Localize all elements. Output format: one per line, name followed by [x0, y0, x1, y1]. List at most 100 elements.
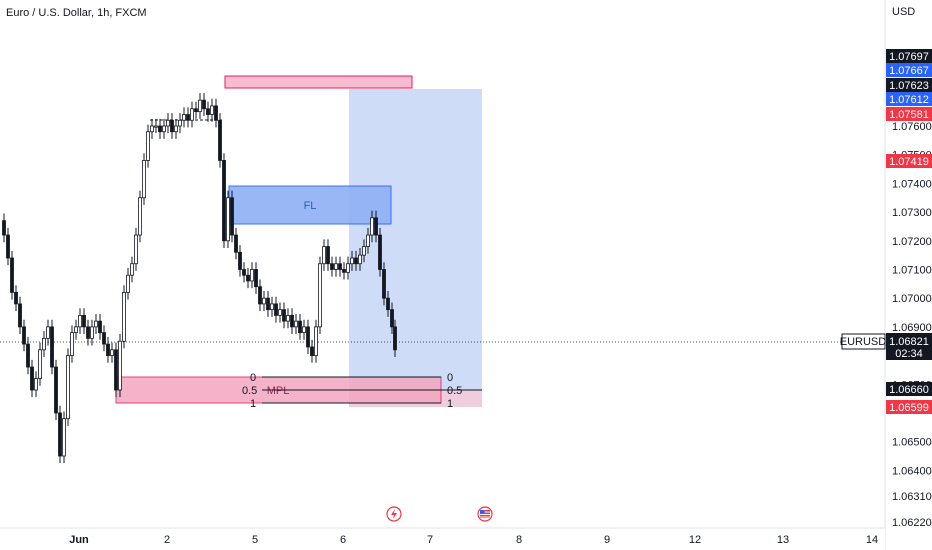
candle-down — [26, 343, 30, 368]
time-tick-label: 9 — [604, 534, 610, 546]
candle-down — [330, 263, 334, 270]
candle-up — [302, 326, 306, 334]
candles — [2, 93, 397, 464]
candle-up — [314, 326, 318, 356]
price-badge-value: 1.06660 — [889, 384, 929, 396]
price-tick-label: 1.06900 — [892, 322, 932, 334]
price-tick-label: 1.07000 — [892, 293, 932, 305]
price-badge — [886, 49, 932, 63]
price-tick-label: 1.06400 — [892, 465, 932, 477]
time-tick-label: 7 — [427, 534, 433, 546]
price-tick-label: 1.06500 — [892, 437, 932, 449]
candle-up — [154, 125, 158, 128]
candle-up — [38, 349, 42, 379]
fl-zone — [228, 185, 392, 225]
candle-down — [6, 234, 10, 259]
candle-up — [334, 263, 338, 270]
candle-up — [134, 234, 138, 265]
fib-level-right-1: 1 — [447, 398, 453, 410]
bar-countdown: 02:34 — [895, 348, 923, 360]
candle-down — [50, 326, 54, 368]
last-price-badge — [886, 333, 932, 360]
candle-down — [274, 303, 278, 316]
fib-level-right-0: 0 — [447, 372, 453, 384]
time-scale[interactable] — [0, 528, 885, 550]
candle-down — [222, 160, 226, 242]
mpl-zone-label: MPL — [267, 385, 290, 397]
candle-up — [178, 119, 182, 127]
candle-down — [194, 108, 198, 113]
candle-down — [14, 292, 18, 305]
lightning-icon[interactable] — [386, 506, 402, 522]
fib-level-left-1: 1 — [250, 398, 256, 410]
candle-down — [393, 326, 397, 351]
candle-down — [354, 257, 358, 265]
candle-up — [62, 418, 66, 457]
candle-up — [74, 326, 78, 334]
candle-down — [326, 246, 330, 265]
candle-down — [186, 114, 190, 121]
candle-down — [310, 346, 314, 356]
candle-up — [318, 263, 322, 328]
fib-level-left-05: 0.5 — [242, 385, 257, 397]
time-tick-label: Jun — [69, 534, 89, 546]
candle-down — [82, 314, 86, 328]
time-tick-label: 5 — [252, 534, 258, 546]
candle-down — [390, 309, 394, 328]
candle-up — [162, 125, 166, 133]
candle-down — [114, 349, 118, 391]
candle-up — [210, 105, 214, 115]
price-tick-label: 1.06220 — [892, 517, 932, 529]
price-tick-label: 1.07200 — [892, 236, 932, 248]
candle-down — [22, 326, 26, 345]
candle-up — [90, 326, 94, 339]
price-badge-value: 1.07612 — [889, 94, 929, 106]
last-price-value: 1.06821 — [889, 336, 929, 348]
price-badge-value: 1.07623 — [889, 80, 929, 92]
price-badge-value: 1.07419 — [889, 156, 929, 168]
candle-up — [362, 246, 366, 256]
price-badges: 1.07697 1.07667 1.07623 1.07612 1.07581 1.074… — [886, 49, 932, 414]
candle-down — [374, 217, 378, 236]
candle-down — [290, 314, 294, 328]
candle-down — [238, 251, 242, 270]
candle-up — [142, 160, 146, 199]
time-tick-label: 12 — [689, 534, 701, 546]
candle-down — [102, 332, 106, 345]
fib-level-left-0: 0 — [250, 372, 256, 384]
candle-up — [226, 197, 230, 242]
candle-down — [282, 309, 286, 322]
candle-up — [138, 197, 142, 236]
candle-up — [78, 314, 82, 328]
symbol-tag-text: EURUSD — [840, 336, 887, 348]
candle-down — [230, 197, 234, 236]
price-badge — [886, 78, 932, 92]
candle-down — [202, 99, 206, 110]
price-badge — [886, 400, 932, 414]
fib-level-right-05: 0.5 — [447, 385, 462, 397]
candle-up — [66, 355, 70, 420]
candle-down — [206, 108, 210, 115]
candle-up — [126, 274, 130, 293]
candle-up — [322, 246, 326, 265]
price-tick-label: 1.06310 — [892, 491, 932, 503]
candle-down — [342, 269, 346, 273]
candle-up — [122, 292, 126, 342]
candle-up — [286, 314, 290, 322]
candle-down — [306, 326, 310, 348]
candle-up — [174, 125, 178, 133]
candle-up — [46, 326, 50, 339]
candle-up — [366, 234, 370, 247]
price-badge-value: 1.07581 — [889, 109, 929, 121]
candle-up — [34, 378, 38, 391]
candle-up — [346, 263, 350, 273]
symbol-title: Euro / U.S. Dollar, 1h, FXCM — [6, 7, 147, 19]
fl-zone-label: FL — [304, 200, 317, 212]
candle-down — [2, 220, 6, 236]
candle-up — [270, 303, 274, 311]
us-flag-icon[interactable] — [477, 506, 493, 522]
candle-down — [378, 234, 382, 270]
symbol-tag — [841, 333, 886, 350]
price-tick-label: 1.07400 — [892, 178, 932, 190]
